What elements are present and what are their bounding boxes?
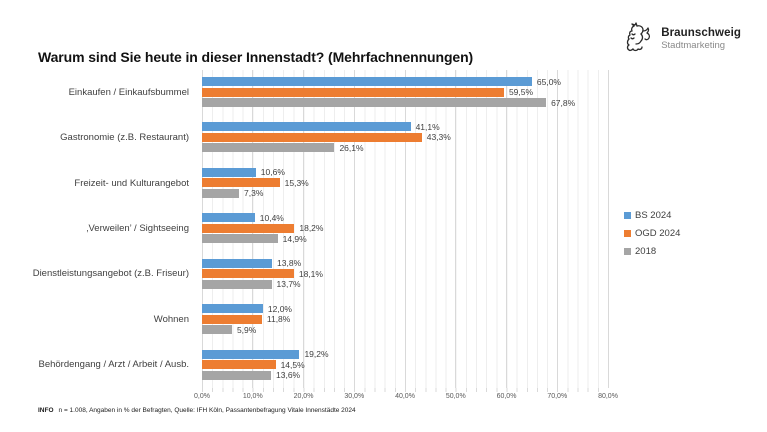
x-axis-tick-label: 60,0%	[496, 393, 517, 400]
gridline-major	[607, 70, 609, 388]
bar-ogd-2024: 11,8%	[202, 314, 290, 324]
bar-value-label: 12,0%	[267, 303, 292, 314]
gridline-major	[556, 70, 558, 388]
category-label: Dienstleistungsangebot (z.B. Friseur)	[32, 268, 189, 280]
bar-value-label: 59,5%	[508, 87, 534, 97]
category-label: Einkaufen / Einkaufsbummel	[68, 86, 189, 98]
legend: BS 2024 OGD 2024 2018	[624, 210, 680, 264]
bar-ogd-2024: 43,3%	[202, 132, 451, 142]
gridline-major	[353, 70, 355, 388]
bar-bs-2024: 19,2%	[202, 349, 329, 359]
x-axis-tick-label: 40,0%	[395, 393, 415, 400]
bar-bs-2024: 41,1%	[202, 122, 440, 132]
x-axis-tick-label: 30,0%	[344, 393, 365, 400]
bar-value-label: 19,2%	[304, 349, 329, 360]
logo-text: Braunschweig Stadtmarketing	[661, 27, 741, 51]
bar-value-label: 13,6%	[276, 370, 301, 381]
legend-label: 2018	[635, 246, 657, 257]
bar-value-label: 41,1%	[415, 121, 440, 132]
legend-label: OGD 2024	[635, 228, 681, 239]
bar-value-label: 14,5%	[280, 359, 305, 370]
bar-value-label: 18,1%	[298, 268, 323, 279]
axis-tick-strip	[202, 388, 608, 392]
category-label: Freizeit- und Kulturangebot	[74, 177, 189, 189]
x-axis-tick-label: 70,0%	[547, 393, 568, 400]
bar-2018: 7,3%	[202, 188, 263, 198]
bar-value-label: 7,3%	[244, 188, 264, 199]
footer-note: INFO n = 1.008, Angaben in % der Befragte…	[38, 407, 356, 414]
bar-2018: 26,1%	[202, 143, 364, 153]
bar-2018: 5,9%	[202, 325, 256, 335]
logo-subtitle: Stadtmarketing	[661, 40, 726, 51]
bar-bs-2024: 65,0%	[202, 77, 561, 87]
bar-2018: 14,9%	[202, 234, 307, 244]
category-label: Behördengang / Arzt / Arbeit / Ausb.	[38, 359, 189, 371]
x-axis-tick-label: 50,0%	[445, 393, 466, 400]
bar-value-label: 13,7%	[276, 279, 301, 290]
x-axis-tick-label: 0,0%	[194, 393, 210, 400]
bar-bs-2024: 13,8%	[202, 258, 301, 268]
bar-group: 65,0% 59,5% 67,8%	[202, 77, 575, 108]
gridline-major	[404, 70, 406, 388]
bar-2018: 67,8%	[202, 98, 575, 108]
bar-group: 19,2% 14,5% 13,6%	[202, 349, 329, 380]
category-axis: Einkaufen / Einkaufsbummel Gastronomie (z…	[28, 70, 196, 388]
plot-area: 65,0% 59,5% 67,8% 41,1% 43,3% 26,1% 10,6% 15,3%…	[201, 70, 609, 388]
legend-label: BS 2024	[635, 210, 672, 221]
bar-ogd-2024: 18,1%	[202, 269, 323, 279]
gridline-major	[506, 70, 507, 388]
legend-swatch	[624, 230, 631, 237]
legend-item-2018: 2018	[624, 246, 680, 257]
bar-value-label: 13,8%	[277, 258, 302, 269]
category-label: Gastronomie (z.B. Restaurant)	[60, 132, 189, 144]
bar-group: 13,8% 18,1% 13,7%	[202, 258, 323, 289]
bar-2018: 13,7%	[202, 279, 301, 289]
x-axis: 0,0% 10,0% 20,0% 30,0% 40,0% 50,0% 60,0% 70,0% 8…	[194, 393, 618, 405]
legend-item-ogd-2024: OGD 2024	[624, 228, 680, 239]
x-axis-tick-label: 80,0%	[598, 393, 618, 400]
footer-text: n = 1.008, Angaben in % der Befragten, Q…	[58, 407, 356, 414]
bar-value-label: 43,3%	[426, 132, 451, 143]
category-label: Wohnen	[153, 313, 189, 325]
legend-swatch	[624, 248, 631, 255]
x-axis-tick-label: 20,0%	[293, 393, 314, 400]
bar-ogd-2024: 14,5%	[202, 360, 305, 370]
bar-ogd-2024: 18,2%	[202, 223, 323, 233]
x-axis-tick-label: 10,0%	[242, 393, 263, 400]
bar-bs-2024: 10,4%	[202, 213, 284, 223]
bar-value-label: 15,3%	[284, 177, 309, 188]
footer-info-label: INFO	[38, 407, 54, 414]
bar-bs-2024: 12,0%	[202, 304, 292, 314]
logo: Braunschweig Stadtmarketing	[624, 22, 741, 56]
bar-group: 12,0% 11,8% 5,9%	[202, 304, 292, 335]
bar-ogd-2024: 15,3%	[202, 178, 309, 188]
braunschweig-lion-icon	[627, 22, 651, 52]
legend-item-bs-2024: BS 2024	[624, 210, 680, 221]
legend-swatch	[624, 212, 631, 219]
bar-value-label: 10,6%	[260, 167, 285, 178]
bar-value-label: 10,4%	[259, 212, 284, 223]
chart-title: Warum sind Sie heute in dieser Innenstad…	[38, 49, 474, 65]
bar-group: 10,6% 15,3% 7,3%	[202, 167, 309, 198]
bar-group: 41,1% 43,3% 26,1%	[202, 122, 451, 153]
category-label: ‚Verweilen’ / Sightseeing	[86, 223, 189, 235]
bar-value-label: 26,1%	[339, 142, 364, 153]
bar-group: 10,4% 18,2% 14,9%	[202, 213, 323, 244]
bar-value-label: 67,8%	[551, 97, 576, 108]
bar-value-label: 65,0%	[536, 76, 561, 87]
bar-value-label: 18,2%	[299, 223, 324, 234]
bar-value-label: 14,9%	[282, 233, 307, 244]
bar-value-label: 11,8%	[266, 314, 291, 325]
bar-2018: 13,6%	[202, 370, 300, 380]
bar-bs-2024: 10,6%	[202, 167, 285, 177]
bar-value-label: 5,9%	[236, 324, 257, 335]
gridline-major	[455, 70, 457, 388]
bar-ogd-2024: 59,5%	[202, 87, 533, 97]
logo-name: Braunschweig	[661, 27, 741, 39]
gridline-major	[303, 70, 304, 388]
